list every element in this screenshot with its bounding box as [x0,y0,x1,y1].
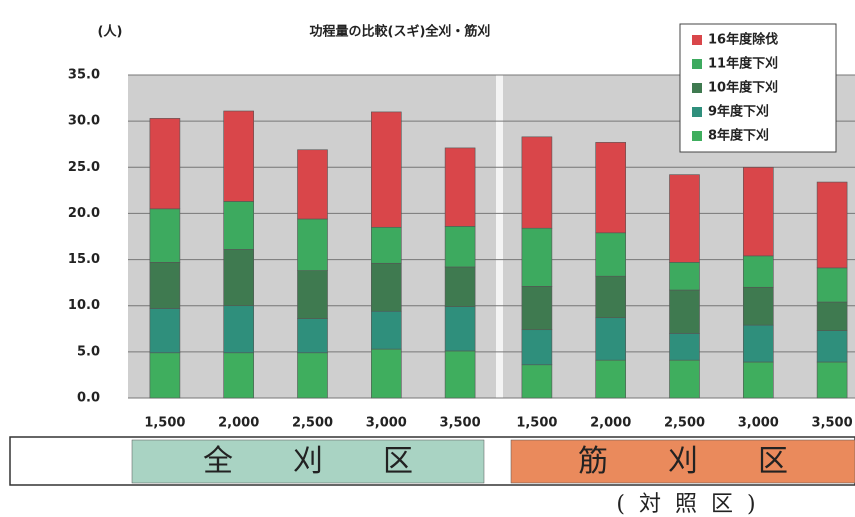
bar-segment [370,348,402,399]
group-cell [510,439,855,484]
x-tick-label: 3,000 [738,416,779,431]
bar-segment [669,262,700,291]
bar-segment [149,118,181,210]
bar-segment [595,275,627,319]
y-unit: (人) [98,24,123,40]
bar-segment [595,142,627,234]
legend-swatch [692,35,702,45]
y-tick-label: 25.0 [68,160,100,175]
x-tick-label: 2,500 [664,416,705,431]
bar-segment [595,232,627,277]
bar-segment [444,147,476,227]
bar-segment [370,262,402,312]
bar-segment [297,270,328,319]
y-tick-label: 0.0 [77,391,100,406]
bar-segment [297,149,328,220]
chart-title: 功程量の比較(スギ)全刈・筋刈 [310,24,491,40]
bar-segment [669,359,700,399]
bar-segment [669,289,700,334]
legend-label: 16年度除伐 [708,32,778,48]
bar-segment [444,306,476,352]
group-gap [496,75,503,398]
y-tick-label: 10.0 [68,298,100,313]
x-tick-label: 2,000 [218,416,259,431]
x-tick-label: 1,500 [144,416,185,431]
x-tick-label: 3,500 [440,416,481,431]
bar-segment [444,226,476,268]
bar-segment [444,266,476,307]
bar-segment [149,262,181,309]
legend-label: 10年度下刈 [708,80,778,96]
bar-segment [816,361,848,399]
bar-segment [149,308,181,354]
legend-swatch [692,83,702,93]
y-tick-label: 20.0 [68,206,100,221]
group-note: (対照区) [616,492,769,517]
bar-segment [521,136,553,229]
group-cell [131,439,485,484]
legend-box [679,23,837,153]
bar-segment [816,330,848,363]
bar-segment [521,286,553,331]
bar-segment [149,208,181,263]
legend-swatch [692,131,702,141]
bar-segment [742,286,774,326]
bar-segment [742,324,774,363]
x-tick-label: 3,500 [812,416,853,431]
bar-segment [595,317,627,361]
bar-segment [521,364,553,399]
legend-label: 8年度下刈 [708,128,769,144]
legend-label: 11年度下刈 [708,56,778,72]
y-tick-label: 5.0 [77,344,100,359]
bar-segment [742,166,774,257]
bar-segment [223,110,254,202]
bar-segment [444,350,476,399]
bar-segment [149,352,181,399]
bar-segment [816,267,848,303]
bar-segment [370,226,402,264]
bar-segment [297,352,328,399]
bar-segment [816,181,848,269]
bar-segment [521,227,553,287]
bar-segment [595,359,627,399]
x-tick-label: 2,500 [292,416,333,431]
x-tick-label: 1,500 [516,416,557,431]
x-tick-label: 3,000 [366,416,407,431]
y-tick-label: 30.0 [68,114,100,129]
bar-segment [223,305,254,354]
bar-segment [370,310,402,350]
legend-swatch [692,59,702,69]
legend-label: 9年度下刈 [708,104,769,120]
y-tick-label: 15.0 [68,252,100,267]
bar-segment [297,218,328,271]
x-tick-label: 2,000 [590,416,631,431]
group-label: 筋刈区 [578,444,848,479]
bar-segment [223,352,254,399]
bar-segment [521,329,553,366]
bar-segment [223,249,254,307]
bar-segment [816,301,848,331]
group-label: 全刈区 [203,444,473,479]
y-tick-label: 35.0 [68,68,100,83]
bar-segment [297,318,328,354]
bar-segment [370,111,402,228]
bar-segment [669,174,700,263]
bar-segment [669,333,700,361]
bar-segment [742,361,774,399]
bar-segment [223,201,254,250]
group-table [9,436,855,486]
legend-swatch [692,107,702,117]
bar-segment [742,255,774,288]
